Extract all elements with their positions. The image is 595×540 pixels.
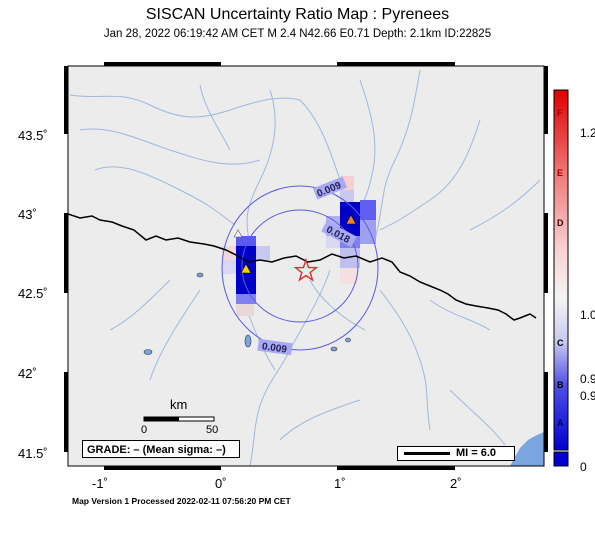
lat-label-42.5: 42.5˚	[18, 286, 48, 301]
colorbar-letter-c: C	[557, 338, 564, 348]
mmi-legend-label: MI = 6.0	[456, 447, 497, 459]
triangle-icon	[345, 214, 357, 225]
colorbar-letter-e: E	[557, 168, 564, 178]
colorbar-letter-f: F	[557, 108, 563, 118]
lon-label-2: 2˚	[450, 476, 462, 491]
grade-box: GRADE: – (Mean sigma: –)	[82, 440, 240, 458]
colorbar-letter-b: B	[557, 380, 564, 390]
event-subtitle: Jan 28, 2022 06:19:42 AM CET M 2.4 N42.6…	[103, 28, 492, 40]
lon-label-minus1: -1˚	[92, 476, 108, 491]
country-border	[68, 213, 537, 321]
colorbar-value-2: 1.0	[580, 308, 595, 322]
colorbar-value-5: 0	[580, 460, 587, 474]
lakes	[143, 272, 351, 355]
colorbar-letter-d: D	[557, 218, 564, 228]
scale-bar-end: 50	[206, 424, 219, 436]
map-area	[68, 66, 544, 466]
grade-text: GRADE: – (Mean sigma: –)	[87, 444, 226, 456]
uncertainty-contours	[221, 185, 379, 351]
mmi-legend-line	[404, 452, 450, 455]
lon-label-1: 1˚	[334, 476, 346, 491]
colorbar-low-swatch	[553, 451, 569, 467]
map-version-footer: Map Version 1 Processed 2022-02-11 07:56…	[72, 496, 291, 506]
colorbar-value-1: 1.2	[580, 126, 595, 140]
scale-bar-unit: km	[170, 397, 188, 412]
contour-label-3: 0.009	[261, 341, 288, 355]
colorbar-value-3: 0.9	[580, 372, 595, 386]
page-title: SISCAN Uncertainty Ratio Map : Pyrenees	[145, 6, 450, 23]
triangle-icon	[233, 229, 243, 238]
mmi-legend: MI = 6.0	[397, 446, 515, 461]
frame-ticks	[64, 62, 548, 470]
colorbar-letter-a: A	[557, 418, 564, 428]
contour-labels: 0.009 0.018 0.009	[257, 176, 357, 356]
triangle-icon	[240, 263, 252, 274]
colorbar-gradient	[553, 89, 569, 451]
stations	[233, 214, 357, 274]
scale-bar-start: 0	[141, 424, 148, 436]
lon-label-0: 0˚	[215, 476, 227, 491]
star-icon	[293, 257, 319, 282]
sea	[510, 432, 544, 466]
lat-label-43: 43˚	[18, 207, 37, 222]
lat-label-41.5: 41.5˚	[18, 446, 48, 461]
lat-label-42: 42˚	[18, 366, 37, 381]
colorbar-value-4: 0.9	[580, 389, 595, 403]
scale-bar	[143, 416, 215, 422]
lat-label-43.5: 43.5˚	[18, 128, 48, 143]
